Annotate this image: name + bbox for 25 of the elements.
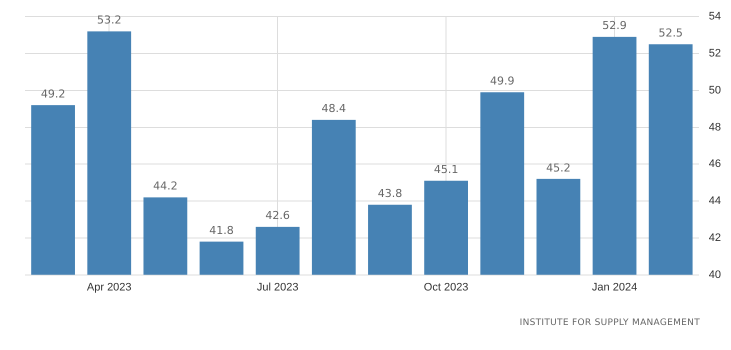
y-tick-label: 50 [708, 84, 722, 96]
data-label: 52.9 [602, 19, 627, 32]
y-tick-label: 54 [708, 10, 722, 23]
y-tick-label: 42 [708, 232, 722, 244]
x-tick-label: Oct 2023 [424, 281, 468, 294]
data-label: 45.2 [546, 161, 571, 174]
x-tick-label: Apr 2023 [86, 281, 132, 294]
y-tick-label: 40 [708, 268, 722, 281]
data-label: 43.8 [378, 187, 402, 200]
text: INSTITUTE FOR SUPPLY MANAGEMENT [518, 318, 700, 328]
y-tick-label: 48 [708, 121, 722, 134]
y-tick-label: 44 [708, 195, 722, 208]
x-tick-label: Jan 2024 [592, 281, 638, 294]
y-tick-label: 46 [708, 158, 722, 170]
data-label: 49.2 [40, 87, 66, 100]
data-label: 53.2 [96, 14, 122, 27]
data-label: 48.4 [322, 102, 346, 116]
data-label: 45.1 [434, 163, 458, 176]
data-label: 42.6 [265, 209, 290, 222]
data-label: 52.5 [658, 26, 683, 40]
data-label: 41.8 [209, 224, 234, 237]
y-tick-label: 52 [708, 48, 722, 60]
data-label: 49.9 [490, 74, 514, 88]
x-tick-label: Jul 2023 [256, 281, 298, 294]
data-label: 44.2 [153, 180, 178, 193]
